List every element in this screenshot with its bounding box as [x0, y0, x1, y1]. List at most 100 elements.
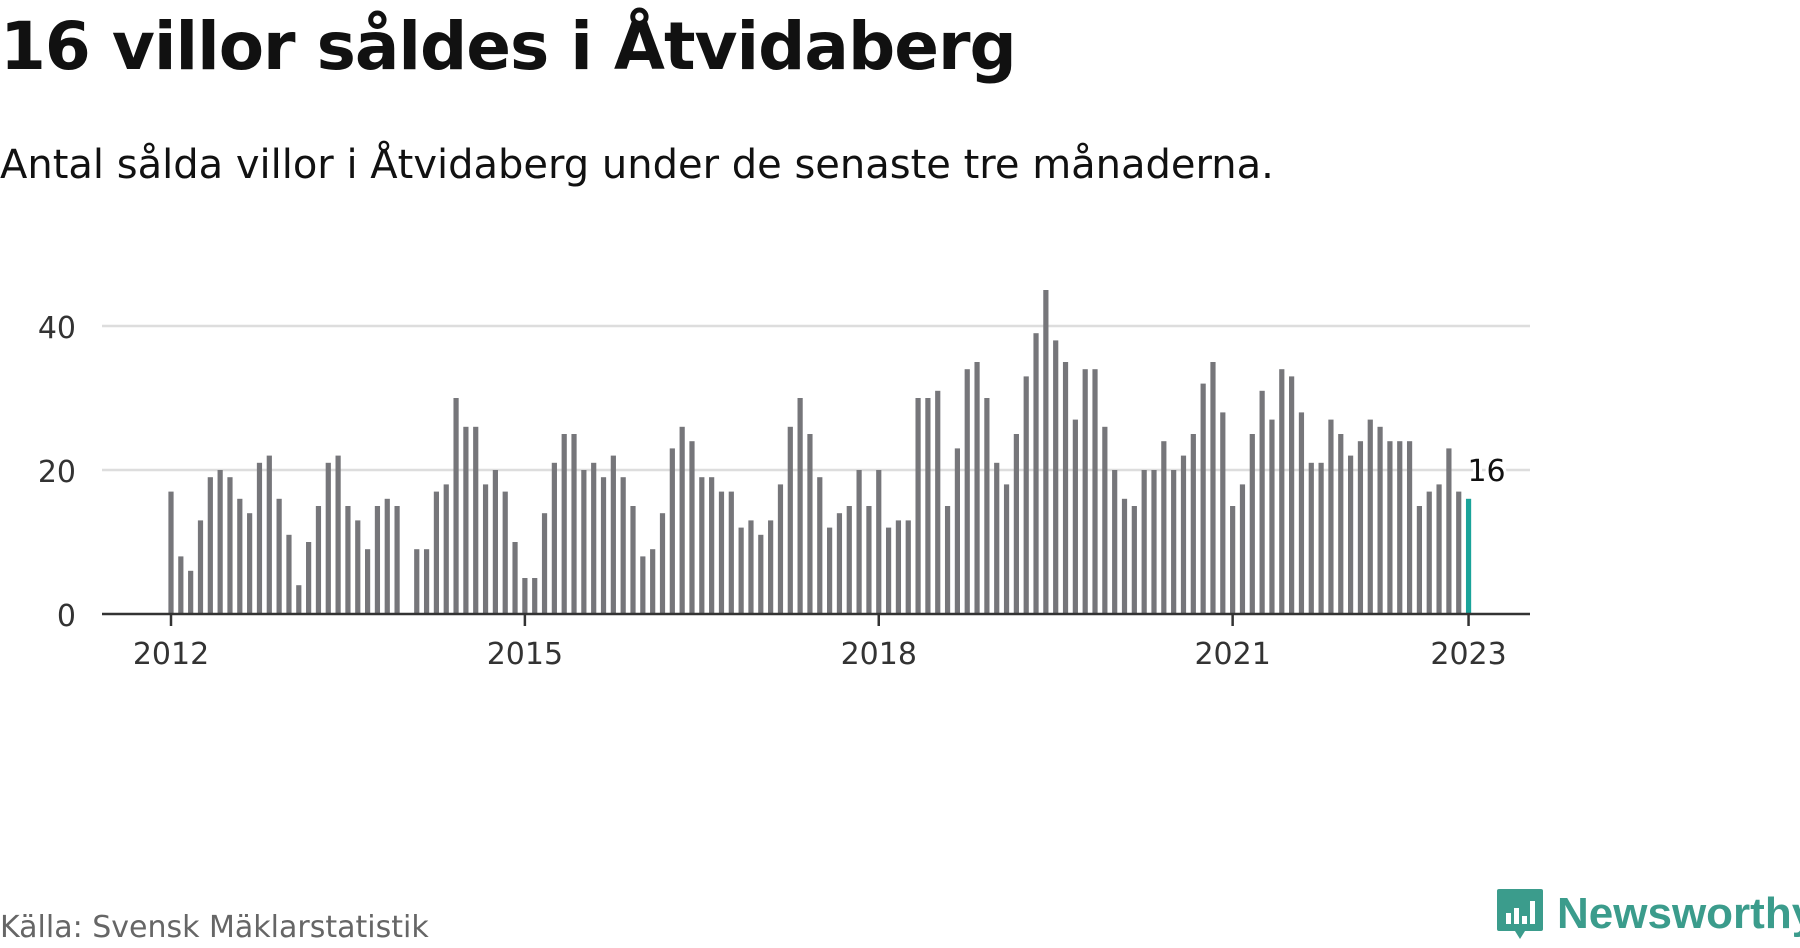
- bar: [296, 585, 302, 614]
- bar: [1397, 441, 1403, 614]
- bar: [1239, 484, 1246, 614]
- bar: [345, 506, 351, 614]
- bar: [1446, 448, 1452, 614]
- bar: [758, 534, 764, 614]
- bar: [650, 549, 656, 614]
- bar: [197, 520, 204, 614]
- bar: [502, 491, 508, 614]
- bar: [620, 477, 626, 614]
- bar: [600, 477, 607, 614]
- bar: [1406, 441, 1413, 614]
- bar: [365, 549, 371, 614]
- x-tick-label: 2018: [841, 637, 917, 672]
- bar: [581, 470, 587, 614]
- bar: [1328, 419, 1334, 614]
- bar: [1436, 484, 1442, 614]
- bar: [1003, 484, 1010, 614]
- bar: [669, 448, 675, 614]
- bar: [964, 369, 970, 614]
- bar: [394, 506, 400, 614]
- bar: [1220, 412, 1226, 614]
- bar: [827, 527, 833, 614]
- bar: [689, 441, 695, 614]
- bar: [355, 520, 361, 614]
- bar: [217, 470, 223, 614]
- bar: [541, 513, 548, 614]
- bar: [1426, 491, 1432, 614]
- bar-latest: [1465, 498, 1472, 614]
- bar: [640, 556, 646, 614]
- bar: [709, 477, 715, 614]
- bar: [1289, 376, 1295, 614]
- bar: [817, 477, 823, 614]
- bar: [227, 477, 233, 614]
- bar: [679, 426, 685, 614]
- bar: [1092, 369, 1098, 614]
- x-tick-label: 2023: [1430, 637, 1506, 672]
- newsworthy-logo-icon: [1497, 889, 1543, 939]
- bar: [895, 520, 902, 614]
- bars: [168, 290, 1472, 614]
- bar: [1338, 434, 1344, 614]
- bar: [374, 506, 381, 614]
- bar: [532, 578, 538, 614]
- bar: [1013, 434, 1019, 614]
- bar: [1102, 426, 1108, 614]
- bar: [1043, 290, 1049, 614]
- bar: [768, 520, 774, 614]
- bar: [188, 570, 194, 614]
- bar: [492, 470, 498, 614]
- bar: [522, 578, 528, 614]
- bar: [1377, 426, 1383, 614]
- bar: [1121, 498, 1128, 614]
- bar: [1053, 340, 1059, 614]
- bar: [315, 506, 322, 614]
- bar: [1387, 441, 1393, 614]
- bar: [276, 498, 282, 614]
- bar: [1072, 419, 1078, 614]
- bar: [1348, 455, 1354, 614]
- bar: [306, 542, 312, 614]
- bar: [1230, 506, 1236, 614]
- bar: [423, 549, 430, 614]
- bar: [237, 498, 243, 614]
- bar: [1171, 470, 1177, 614]
- bar: [335, 455, 341, 614]
- bar: [787, 426, 793, 614]
- bar: [463, 426, 469, 614]
- bar: [414, 549, 420, 614]
- bar: [1033, 333, 1039, 614]
- bar: [384, 498, 390, 614]
- chart-title: 16 villor såldes i Åtvidaberg: [0, 8, 1017, 85]
- bar: [1210, 362, 1216, 614]
- bar: [1180, 455, 1187, 614]
- bar: [473, 426, 479, 614]
- brand-logo: Newsworthy: [1495, 887, 1800, 941]
- bar: [571, 434, 577, 614]
- bar: [178, 556, 184, 614]
- bar: [1259, 390, 1265, 614]
- bar: [1161, 441, 1167, 614]
- bar: [168, 491, 174, 614]
- bar: [1456, 491, 1462, 614]
- bar: [433, 491, 440, 614]
- bar: [1269, 419, 1275, 614]
- bar: [1318, 462, 1324, 614]
- bar: [905, 520, 911, 614]
- bar: [551, 462, 557, 614]
- bar: [256, 462, 263, 614]
- bar: [482, 484, 489, 614]
- x-tick-label: 2012: [133, 637, 209, 672]
- bar: [954, 448, 960, 614]
- bar: [1062, 362, 1069, 614]
- bar: [1416, 506, 1423, 614]
- bar: [610, 455, 616, 614]
- chart-subtitle: Antal sålda villor i Åtvidaberg under de…: [0, 142, 1274, 188]
- bar: [561, 434, 567, 614]
- bar: [777, 484, 784, 614]
- bar: [659, 513, 666, 614]
- source-note: Källa: Svensk Mäklarstatistik: [0, 910, 429, 945]
- bar: [974, 362, 980, 614]
- axes: 0 20 40 2012 2015 2018 2021 2023 16: [38, 311, 1530, 672]
- bar: [1151, 470, 1157, 614]
